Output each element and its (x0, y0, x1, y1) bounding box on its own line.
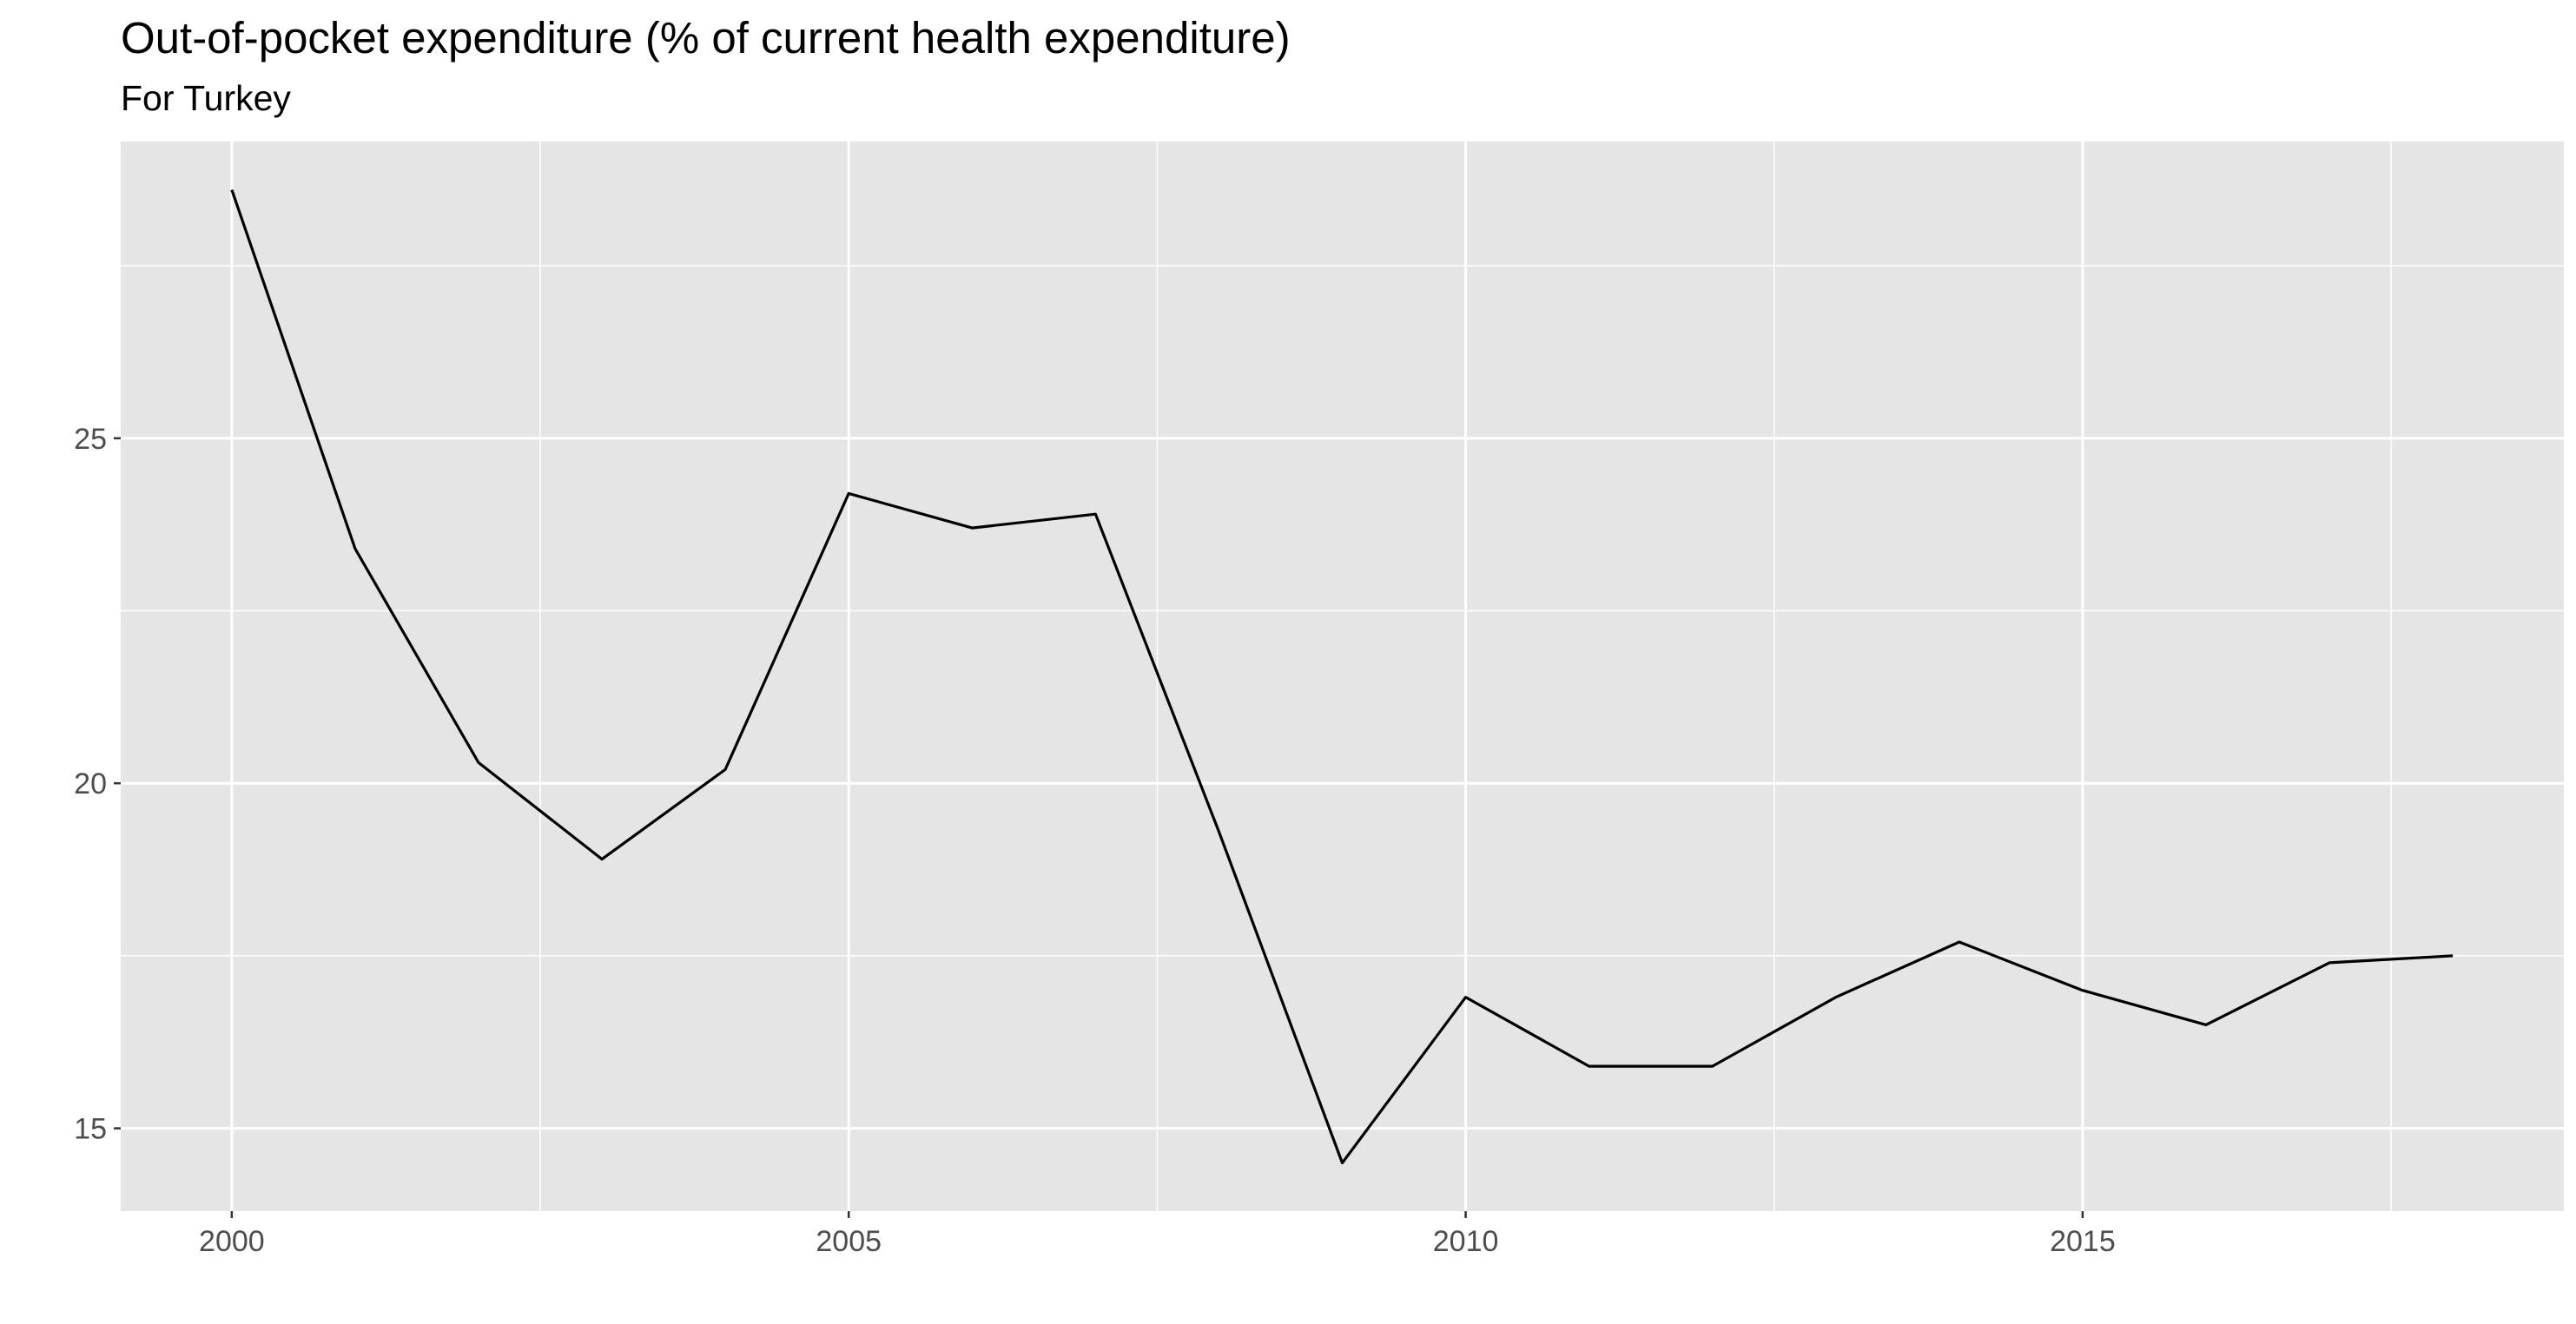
chart-subtitle: For Turkey (121, 78, 291, 118)
x-tick-label: 2005 (816, 1225, 882, 1258)
series-line (230, 189, 2454, 1165)
y-tick-label: 25 (74, 423, 107, 456)
axes: 2000 2005 2010 2015 15 20 25 (74, 423, 2116, 1258)
x-tick-label: 2010 (1433, 1225, 1499, 1258)
grid-lines (121, 142, 2564, 1211)
chart-title: Out-of-pocket expenditure (% of current … (121, 13, 1291, 63)
x-tick-label: 2000 (199, 1225, 265, 1258)
series-layer (230, 189, 2454, 1165)
y-tick-label: 15 (74, 1113, 107, 1146)
plot-panel (121, 142, 2564, 1211)
y-tick-label: 20 (74, 767, 107, 800)
x-tick-label: 2015 (2050, 1225, 2116, 1258)
